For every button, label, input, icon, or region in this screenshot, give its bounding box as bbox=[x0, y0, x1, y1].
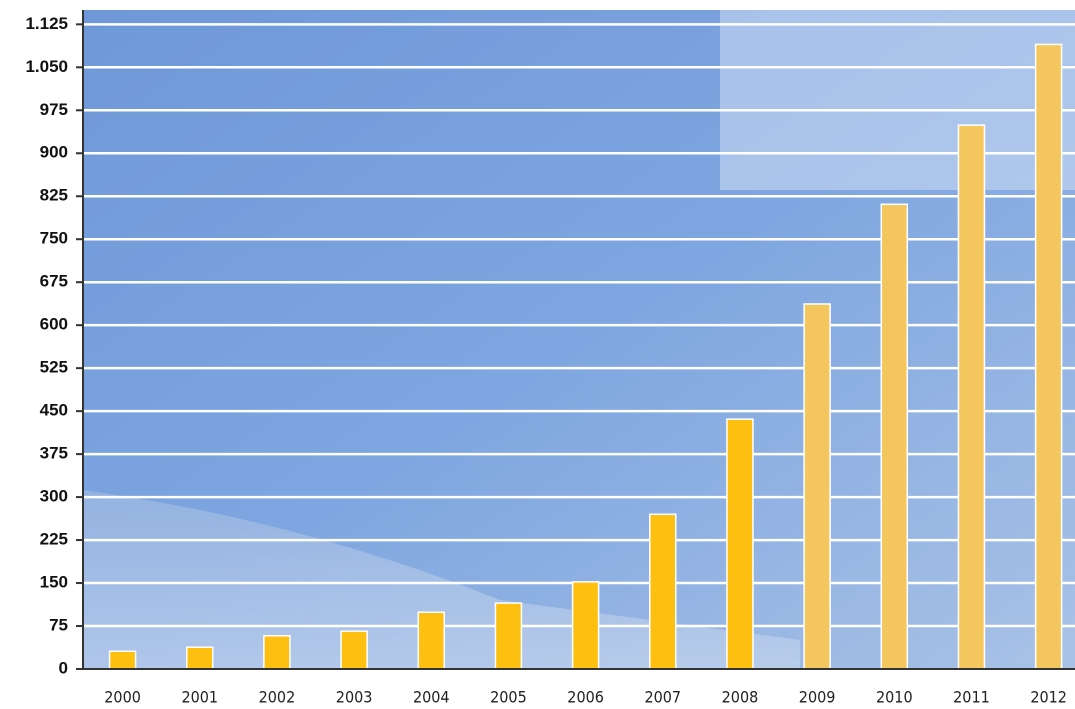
x-tick-label: 2012 bbox=[1030, 688, 1067, 707]
y-tick-label: 300 bbox=[40, 487, 68, 506]
y-tick-label: 450 bbox=[40, 401, 68, 420]
x-tick-label: 2000 bbox=[104, 688, 141, 707]
x-tick-label: 2011 bbox=[953, 688, 990, 707]
bar bbox=[417, 611, 446, 670]
background-ground bbox=[83, 490, 800, 669]
y-tick-label: 0 bbox=[59, 658, 68, 677]
bar bbox=[571, 581, 600, 670]
x-tick-label: 2004 bbox=[413, 688, 450, 707]
y-tick-label: 225 bbox=[40, 530, 68, 549]
bar bbox=[726, 418, 754, 670]
x-tick-label: 2008 bbox=[722, 688, 759, 707]
bar bbox=[263, 635, 291, 670]
x-tick-label: 2006 bbox=[567, 688, 604, 707]
x-tick-label: 2007 bbox=[644, 688, 681, 707]
y-tick-label: 675 bbox=[40, 272, 68, 291]
y-tick-label: 150 bbox=[40, 573, 68, 592]
x-tick-label: 2009 bbox=[799, 688, 836, 707]
bar bbox=[649, 513, 677, 670]
y-tick-label: 75 bbox=[49, 616, 68, 635]
bar bbox=[494, 602, 523, 670]
bar bbox=[186, 646, 214, 670]
x-tick-label: 2001 bbox=[181, 688, 218, 707]
y-tick-label: 825 bbox=[40, 186, 68, 205]
y-tick-label: 525 bbox=[40, 358, 68, 377]
bar bbox=[108, 650, 137, 670]
bar bbox=[803, 303, 831, 670]
y-tick-label: 375 bbox=[40, 444, 68, 463]
y-tick-label: 750 bbox=[40, 229, 68, 248]
bar bbox=[340, 630, 368, 670]
background-sky bbox=[720, 10, 1075, 190]
x-tick-label: 2005 bbox=[490, 688, 527, 707]
x-tick-label: 2010 bbox=[876, 688, 913, 707]
y-tick-label: 1.125 bbox=[25, 14, 68, 33]
y-tick-label: 975 bbox=[40, 100, 68, 119]
bar bbox=[880, 203, 909, 670]
x-tick-label: 2003 bbox=[336, 688, 373, 707]
x-tick-label: 2002 bbox=[259, 688, 296, 707]
y-tick-label: 600 bbox=[40, 315, 68, 334]
y-tick-label: 900 bbox=[40, 143, 68, 162]
bar bbox=[1034, 43, 1063, 670]
y-tick-label: 1.050 bbox=[25, 57, 68, 76]
bar bbox=[957, 124, 986, 670]
